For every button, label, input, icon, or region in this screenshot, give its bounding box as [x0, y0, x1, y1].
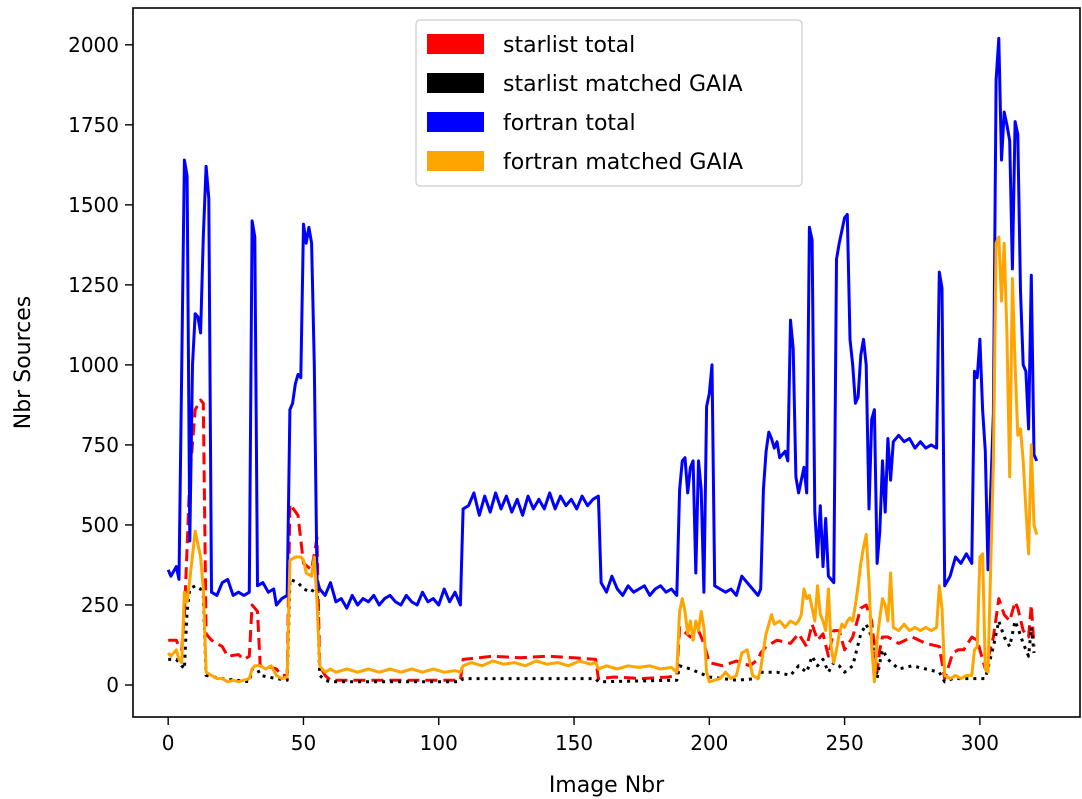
y-tick-label: 1000 [68, 353, 119, 377]
legend-label: starlist total [503, 33, 635, 58]
x-tick-label: 250 [826, 731, 864, 755]
legend: starlist total starlist matched GAIA fortr… [415, 19, 803, 187]
series-layer [166, 36, 1039, 684]
y-axis: 0 250 500 750 1000 1250 1500 1750 2000 [68, 33, 133, 697]
x-tick-label: 200 [690, 731, 728, 755]
series-line-3 [167, 235, 1039, 684]
y-tick-label: 750 [81, 433, 119, 457]
x-tick-label: 150 [555, 731, 593, 755]
y-tick-label: 1750 [68, 113, 119, 137]
x-tick-label: 100 [420, 731, 458, 755]
y-tick-label: 1250 [68, 273, 119, 297]
legend-swatch [427, 73, 484, 93]
plot-frame [132, 7, 1081, 718]
y-tick-label: 500 [81, 513, 119, 537]
x-tick-label: 50 [291, 731, 316, 755]
y-axis-label: Nbr Sources [11, 296, 36, 429]
legend-box [415, 19, 803, 187]
y-tick-label: 0 [106, 673, 119, 697]
legend-label: fortran total [503, 111, 636, 136]
legend-swatch [427, 112, 484, 132]
legend-label: starlist matched GAIA [503, 72, 743, 97]
y-tick-label: 1500 [68, 193, 119, 217]
y-tick-label: 250 [81, 593, 119, 617]
legend-label: fortran matched GAIA [503, 150, 743, 175]
legend-swatch [427, 34, 484, 54]
legend-swatch [427, 151, 484, 171]
x-tick-label: 0 [162, 731, 175, 755]
series-line-0 [168, 398, 1036, 682]
x-tick-label: 300 [961, 731, 999, 755]
x-axis: 0 50 100 150 200 250 300 [162, 717, 999, 755]
y-tick-label: 2000 [68, 33, 119, 57]
series-line-2 [166, 36, 1039, 610]
x-axis-label: Image Nbr [549, 773, 665, 798]
